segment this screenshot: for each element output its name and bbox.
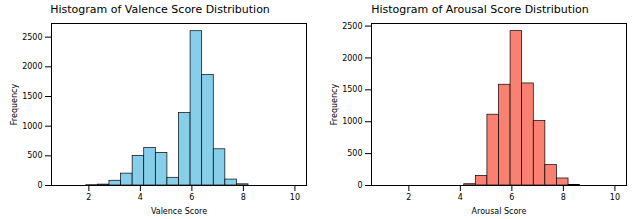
svg-text:2500: 2500	[22, 33, 42, 42]
svg-text:8: 8	[560, 193, 565, 202]
svg-text:2: 2	[86, 193, 91, 202]
svg-text:1000: 1000	[342, 117, 362, 126]
svg-text:10: 10	[609, 193, 619, 202]
svg-text:Valence Score: Valence Score	[150, 207, 206, 216]
svg-text:6: 6	[509, 193, 514, 202]
svg-text:Frequency: Frequency	[330, 84, 339, 126]
svg-text:1500: 1500	[342, 85, 362, 94]
svg-text:2500: 2500	[342, 22, 362, 31]
svg-text:Frequency: Frequency	[10, 84, 19, 126]
svg-text:2000: 2000	[22, 62, 42, 71]
html-text:Histogram of Valence Score Dis: Histogram of Valence Score Distribution	[50, 3, 270, 16]
svg-text:1500: 1500	[22, 92, 42, 101]
svg-text:8: 8	[240, 193, 245, 202]
svg-text:2: 2	[406, 193, 411, 202]
svg-text:0: 0	[357, 181, 362, 190]
svg-text:4: 4	[457, 193, 462, 202]
svg-text:Arousal Score: Arousal Score	[471, 207, 526, 216]
svg-text:0: 0	[37, 181, 42, 190]
svg-text:6: 6	[189, 193, 194, 202]
svg-text:4: 4	[137, 193, 142, 202]
svg-text:500: 500	[347, 149, 362, 158]
html-text:Histogram of Arousal Score Dis: Histogram of Arousal Score Distribution	[371, 3, 589, 16]
svg-text:2000: 2000	[342, 54, 362, 63]
svg-text:1000: 1000	[22, 122, 42, 131]
svg-text:10: 10	[289, 193, 299, 202]
svg-text:500: 500	[27, 151, 42, 160]
